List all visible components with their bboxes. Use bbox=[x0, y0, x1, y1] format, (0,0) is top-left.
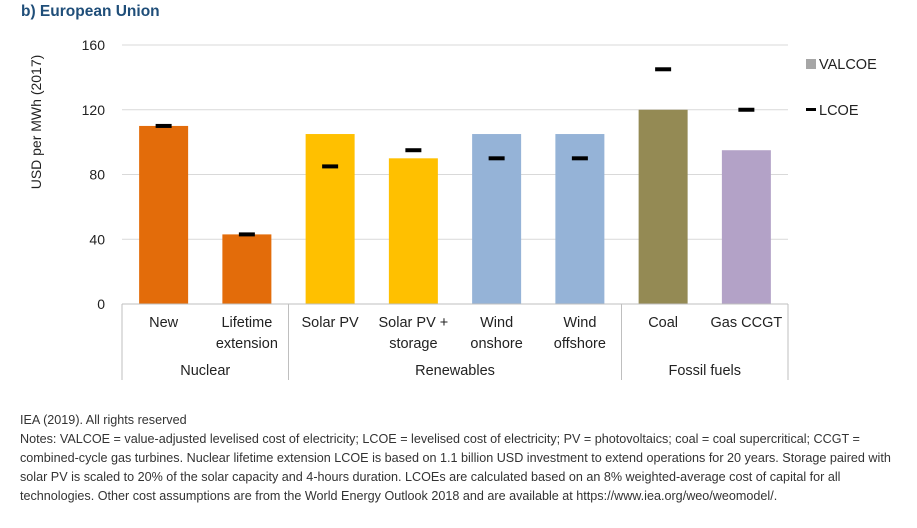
legend-label-lcoe: LCOE bbox=[819, 103, 859, 119]
category-label: extension bbox=[216, 336, 278, 352]
bar-valcoe bbox=[222, 234, 272, 304]
notes-block: IEA (2019). All rights reserved Notes: V… bbox=[20, 411, 900, 506]
legend: VALCOE LCOE bbox=[806, 57, 877, 119]
lcoe-marker bbox=[571, 156, 588, 161]
category-label: onshore bbox=[470, 336, 522, 352]
category-label: Solar PV bbox=[302, 315, 360, 331]
x-axis: New Lifetime extension Solar PV Solar PV + st… bbox=[121, 303, 789, 380]
y-tick-label: 80 bbox=[89, 167, 105, 183]
legend-label-valcoe: VALCOE bbox=[819, 57, 877, 73]
category-label: Coal bbox=[648, 315, 678, 331]
y-tick-labels: 0 40 80 120 160 bbox=[82, 37, 106, 312]
category-label: Gas CCGT bbox=[711, 315, 783, 331]
lcoe-marker bbox=[655, 67, 672, 72]
lcoe-marker bbox=[738, 107, 755, 112]
y-tick-label: 160 bbox=[82, 37, 106, 53]
legend-swatch-lcoe bbox=[806, 108, 816, 111]
gridlines bbox=[122, 44, 788, 240]
category-label: Wind bbox=[480, 315, 513, 331]
group-label: Renewables bbox=[415, 363, 495, 379]
category-label: offshore bbox=[554, 336, 606, 352]
bar-valcoe bbox=[721, 150, 771, 304]
lcoe-marker bbox=[322, 164, 339, 169]
y-tick-label: 0 bbox=[97, 296, 105, 312]
group-label: Nuclear bbox=[180, 363, 230, 379]
lcoe-marker bbox=[488, 156, 505, 161]
source-note: IEA (2019). All rights reserved bbox=[20, 413, 187, 427]
bar-valcoe bbox=[472, 134, 522, 304]
y-tick-label: 120 bbox=[82, 102, 106, 118]
bar-valcoe bbox=[139, 125, 189, 304]
category-label: storage bbox=[389, 336, 437, 352]
category-label: Solar PV + bbox=[379, 315, 449, 331]
lcoe-marker bbox=[405, 148, 422, 153]
lcoe-marker bbox=[238, 232, 255, 237]
bars bbox=[139, 109, 771, 304]
category-label: Lifetime bbox=[221, 315, 272, 331]
bar-valcoe bbox=[638, 109, 688, 304]
bar-valcoe bbox=[555, 134, 605, 304]
y-axis-label: USD per MWh (2017) bbox=[28, 55, 44, 190]
lcoe-marker bbox=[155, 123, 172, 128]
bar-valcoe bbox=[388, 158, 438, 304]
notes-text: Notes: VALCOE = value-adjusted levelised… bbox=[20, 432, 891, 503]
chart-title: b) European Union bbox=[21, 3, 160, 20]
y-tick-label: 40 bbox=[89, 231, 105, 247]
category-label: New bbox=[149, 315, 179, 331]
chart-area: 0 40 80 120 160 USD per MWh (2017) New Lifeti… bbox=[28, 37, 877, 380]
lcoe-markers bbox=[155, 67, 755, 237]
bar-valcoe bbox=[305, 134, 355, 304]
category-label: Wind bbox=[563, 315, 596, 331]
legend-swatch-valcoe bbox=[806, 59, 816, 69]
group-label: Fossil fuels bbox=[668, 363, 741, 379]
